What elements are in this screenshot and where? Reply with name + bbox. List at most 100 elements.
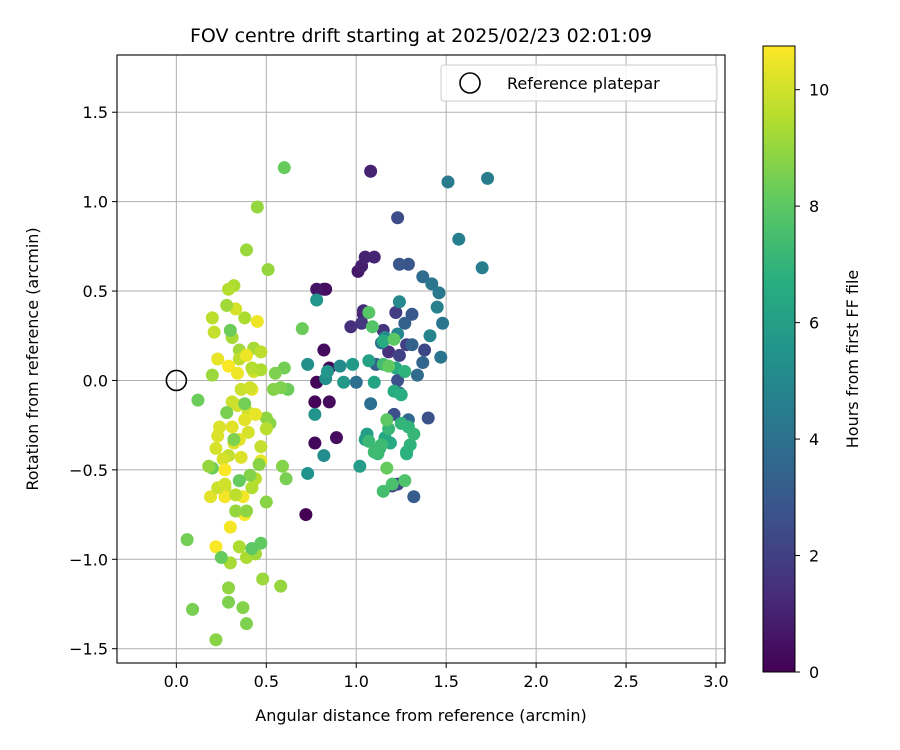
- scatter-point: [209, 540, 223, 554]
- scatter-point: [432, 286, 446, 300]
- scatter-point: [364, 164, 378, 178]
- scatter-point: [232, 540, 246, 554]
- scatter-point: [214, 550, 228, 564]
- scatter-point: [401, 257, 415, 271]
- colorbar-label: Hours from first FF file: [843, 270, 862, 449]
- scatter-point: [220, 298, 234, 312]
- legend: Reference platepar: [440, 64, 718, 102]
- scatter-point: [344, 320, 358, 334]
- scatter-point: [234, 450, 248, 464]
- scatter-point: [308, 407, 322, 421]
- colorbar-tick-label: 8: [809, 197, 819, 216]
- scatter-point: [376, 334, 390, 348]
- scatter-point: [274, 579, 288, 593]
- scatter-point: [205, 311, 219, 325]
- scatter-point: [355, 316, 369, 330]
- x-tick-label: 0.0: [164, 672, 189, 691]
- scatter-point: [362, 434, 376, 448]
- scatter-point: [346, 357, 360, 371]
- scatter-point: [398, 365, 412, 379]
- scatter-point: [191, 393, 205, 407]
- y-tick-label: 0.0: [83, 371, 108, 390]
- scatter-point: [398, 316, 412, 330]
- scatter-point: [227, 432, 241, 446]
- scatter-point: [275, 459, 289, 473]
- y-axis-ticks: −1.5 −1.0 −0.5 0.0 0.5 1.0 1.5: [69, 103, 117, 659]
- scatter-point: [218, 463, 232, 477]
- scatter-point: [266, 382, 280, 396]
- scatter-point: [209, 633, 223, 647]
- scatter-point: [436, 316, 450, 330]
- scatter-point: [204, 490, 218, 504]
- scatter-point: [322, 395, 336, 409]
- scatter-point: [279, 472, 293, 486]
- scatter-point: [329, 431, 343, 445]
- scatter-point: [421, 411, 435, 425]
- scatter-point: [475, 261, 489, 275]
- scatter-point: [367, 375, 381, 389]
- scatter-point: [229, 504, 243, 518]
- scatter-point: [380, 413, 394, 427]
- x-tick-label: 2.0: [523, 672, 548, 691]
- scatter-point: [367, 250, 381, 264]
- scatter-point: [238, 311, 252, 325]
- scatter-point: [392, 348, 406, 362]
- scatter-point: [389, 306, 403, 320]
- scatter-point: [425, 277, 439, 291]
- x-tick-label: 1.0: [344, 672, 369, 691]
- scatter-point: [213, 420, 227, 434]
- scatter-point: [259, 495, 273, 509]
- scatter-point: [319, 282, 333, 296]
- grid-lines: [117, 55, 725, 663]
- chart-title: FOV centre drift starting at 2025/02/23 …: [190, 25, 652, 47]
- scatter-point: [240, 348, 254, 362]
- scatter-point: [252, 458, 266, 472]
- scatter-point: [403, 438, 417, 452]
- scatter-point: [256, 572, 270, 586]
- scatter-point: [218, 490, 232, 504]
- scatter-point: [261, 263, 275, 277]
- scatter-point: [310, 293, 324, 307]
- scatter-point: [232, 474, 246, 488]
- scatter-point: [452, 232, 466, 246]
- reference-platepar-marker: [165, 369, 188, 392]
- legend-label: Reference platepar: [507, 74, 660, 93]
- plot-frame: [116, 54, 726, 664]
- x-tick-label: 2.5: [613, 672, 638, 691]
- scatter-point: [407, 427, 421, 441]
- scatter-point: [259, 411, 273, 425]
- scatter-point: [337, 375, 351, 389]
- scatter-point: [222, 581, 236, 595]
- scatter-point: [180, 533, 194, 547]
- scatter-point: [410, 368, 424, 382]
- scatter-point: [308, 395, 322, 409]
- scatter-point: [416, 356, 430, 370]
- colorbar-tick-label: 0: [809, 663, 819, 682]
- scatter-point: [211, 352, 225, 366]
- scatter-point: [241, 425, 255, 439]
- scatter-point: [250, 314, 264, 328]
- colorbar-tick-label: 4: [809, 430, 819, 449]
- scatter-point: [391, 373, 405, 387]
- scatter-point: [364, 397, 378, 411]
- scatter-point: [245, 481, 259, 495]
- legend-open-circle-marker: [459, 72, 481, 94]
- scatter-point: [186, 602, 200, 616]
- y-axis-label: Rotation from reference (arcmin): [23, 227, 42, 490]
- scatter-point: [362, 306, 376, 320]
- scatter-point: [385, 477, 399, 491]
- scatter-point: [225, 395, 239, 409]
- scatter-point: [423, 329, 437, 343]
- data-points: [180, 161, 495, 647]
- y-tick-label: 0.5: [83, 282, 108, 301]
- scatter-point: [243, 381, 257, 395]
- scatter-point: [236, 601, 250, 615]
- y-tick-label: 1.5: [83, 103, 108, 122]
- scatter-point: [216, 452, 230, 466]
- scatter-point: [392, 257, 406, 271]
- scatter-point: [238, 413, 252, 427]
- scatter-point: [259, 422, 273, 436]
- scatter-point: [207, 325, 221, 339]
- scatter-point: [405, 338, 419, 352]
